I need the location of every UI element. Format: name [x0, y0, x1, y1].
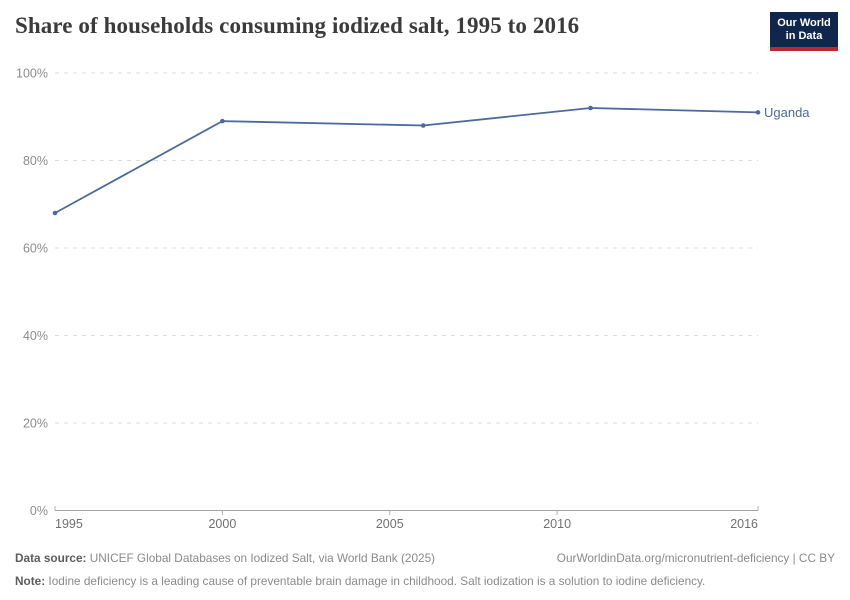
note-label: Note:: [15, 573, 46, 588]
data-source-label: Data source:: [15, 551, 87, 566]
owid-logo-line2: in Data: [785, 30, 823, 43]
data-point-marker: [755, 110, 761, 115]
y-axis-tick-label: 20%: [23, 417, 48, 431]
x-axis-tick-label: 2000: [208, 517, 236, 531]
series-end-label: Uganda: [764, 105, 810, 120]
y-axis-tick-label: 60%: [23, 242, 48, 256]
data-point-marker: [420, 123, 426, 128]
owid-url-link[interactable]: OurWorldinData.org/micronutrient-deficie…: [556, 551, 835, 566]
x-axis-tick-label: 1995: [55, 517, 83, 531]
data-source-line: Data source: UNICEF Global Databases on …: [15, 549, 435, 567]
x-axis-tick-label: 2016: [730, 517, 758, 531]
x-axis-tick-label: 2005: [376, 517, 404, 531]
y-axis-tick-label: 40%: [23, 329, 48, 343]
data-source-text: UNICEF Global Databases on Iodized Salt,…: [86, 551, 436, 566]
owid-logo-box: Our World in Data: [770, 12, 838, 52]
data-point-marker: [220, 118, 225, 124]
footer-row-source: Data source: UNICEF Global Databases on …: [15, 549, 835, 567]
chart-footer: Data source: UNICEF Global Databases on …: [15, 549, 835, 590]
page-title: Share of households consuming iodized sa…: [15, 13, 580, 38]
y-axis-tick-label: 0%: [30, 504, 48, 518]
footer-row-note: Note: Iodine deficiency is a leading cau…: [15, 572, 835, 590]
y-axis-tick-label: 100%: [16, 67, 48, 81]
note-text: Iodine deficiency is a leading cause of …: [45, 573, 706, 588]
y-axis-tick-label: 80%: [23, 154, 48, 168]
x-axis-tick-label: 2010: [543, 517, 571, 531]
data-point-marker: [52, 210, 58, 216]
owid-logo-line1: Our World: [777, 17, 831, 29]
data-point-marker: [588, 105, 593, 111]
owid-logo[interactable]: Our World in Data: [770, 12, 838, 52]
